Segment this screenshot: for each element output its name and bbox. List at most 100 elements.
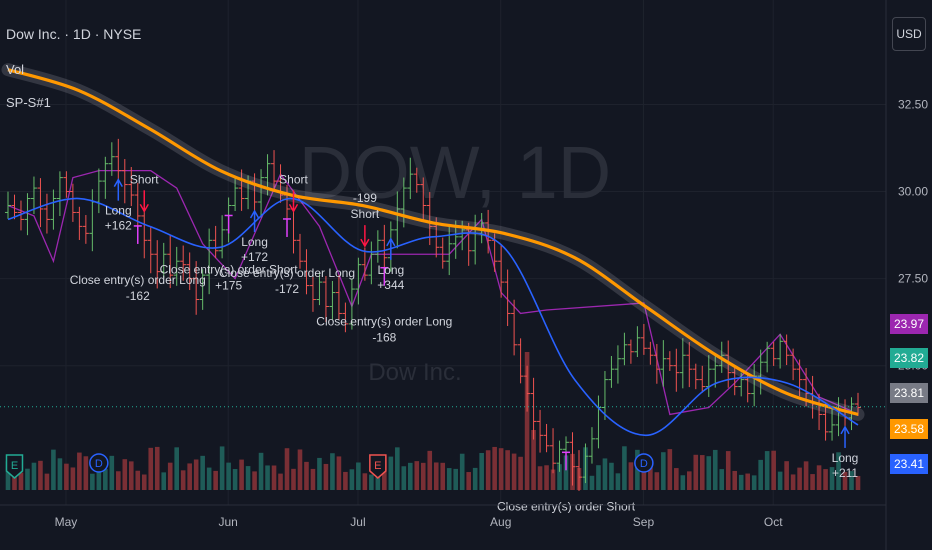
volume-bar <box>810 474 815 490</box>
time-axis[interactable]: May Jun Jul Aug Sep Oct <box>0 504 886 529</box>
signal-close: Close entry(s) order Short +175 <box>160 214 298 292</box>
ohlc-bar <box>653 343 660 384</box>
signal-value: +172 <box>241 250 268 264</box>
ohlc-bar <box>705 355 712 397</box>
ohlc-bar <box>342 302 349 333</box>
volume-bar <box>44 473 50 490</box>
ohlc-bar <box>329 280 336 320</box>
volume-bar <box>446 468 452 490</box>
ohlc-bar <box>537 409 544 453</box>
ohlc-bar <box>796 359 803 397</box>
volume-bar <box>453 468 459 490</box>
price-tick-label: 32.50 <box>898 97 928 111</box>
ohlc-bar <box>193 261 200 315</box>
symbol-title[interactable]: Dow Inc. · 1D · NYSE <box>6 26 142 42</box>
volume-indicator-label[interactable]: Vol <box>6 62 25 77</box>
volume-bar <box>557 464 562 490</box>
volume-bar <box>693 454 699 490</box>
ohlc-bar <box>679 338 686 389</box>
price-tick-label: 30.00 <box>898 185 928 199</box>
ohlc-bar <box>63 171 70 198</box>
volume-bar <box>466 472 471 490</box>
signal-value: +162 <box>105 219 132 233</box>
volume-bar <box>751 475 757 490</box>
ohlc-bar <box>712 356 719 388</box>
ohlc-bar <box>543 423 550 453</box>
ohlc-bar <box>154 240 161 289</box>
ohlc-bar <box>666 351 673 371</box>
signal-label: Long <box>832 451 859 465</box>
volume-bar <box>25 468 30 490</box>
volume-bar <box>725 451 731 490</box>
volume-bar <box>511 453 517 490</box>
ohlc-bar <box>160 242 167 278</box>
volume-bar <box>479 453 484 490</box>
volume-bar <box>291 468 296 490</box>
ohlc-bar <box>446 225 453 276</box>
ohlc-bar <box>361 247 368 281</box>
ohlc-bar <box>251 173 258 217</box>
volume-bar <box>823 469 828 490</box>
volume-bar <box>219 446 225 490</box>
signal-value: +344 <box>377 278 404 292</box>
volume-bar <box>654 472 660 490</box>
ohlc-bar <box>30 176 37 215</box>
volume-bar <box>193 459 199 490</box>
ohlc-bar <box>381 224 388 270</box>
ohlc-bar <box>50 189 57 230</box>
ohlc-bar <box>588 427 595 464</box>
ohlc-bar <box>134 182 141 231</box>
signal-short: Short <box>130 172 159 213</box>
ohlc-bar <box>368 241 375 285</box>
signal-close: Close entry(s) order Short <box>497 451 636 513</box>
ohlc-bar <box>517 338 524 384</box>
volume-bar <box>855 475 861 490</box>
ohlc-bar <box>102 156 109 199</box>
volume-bar <box>803 461 809 490</box>
volume-bar <box>784 461 789 490</box>
ohlc-bar <box>738 372 745 397</box>
signal-close: Close entry(s) order Long -162 <box>70 225 206 303</box>
ohlc-bar <box>147 227 154 274</box>
earnings-marker: E <box>5 454 24 479</box>
volume-bar <box>738 474 744 490</box>
volume-bar <box>622 446 627 490</box>
volume-bar <box>336 456 342 490</box>
volume-bar <box>686 471 692 490</box>
time-tick-label: Jun <box>219 515 238 529</box>
volume-bar <box>764 451 770 490</box>
volume-bar <box>492 446 497 490</box>
volume-bar <box>433 462 439 490</box>
ohlc-bar <box>128 167 135 207</box>
strategy-indicator-label[interactable]: SP-S#1 <box>6 95 51 110</box>
volume-bar <box>141 474 147 490</box>
volume-bar <box>596 465 601 490</box>
ohlc-bar <box>530 377 537 440</box>
volume-bar <box>369 474 374 490</box>
ohlc-bar <box>731 367 738 396</box>
signal-close: Close entry(s) order Long -168 <box>316 266 452 345</box>
ohlc-bar <box>757 349 764 395</box>
volume-bar <box>485 450 491 490</box>
volume-bar <box>628 462 634 490</box>
ohlc-bar <box>744 373 751 403</box>
ohlc-bar <box>673 348 680 392</box>
volume-bar <box>103 468 108 490</box>
volume-bar <box>18 472 24 490</box>
event-label: D <box>95 458 103 470</box>
ohlc-bar <box>413 167 420 193</box>
ohlc-bar <box>394 191 401 249</box>
ohlc-bar <box>627 339 634 364</box>
volume-bar <box>544 465 549 490</box>
ohlc-bar <box>5 191 11 219</box>
volume-bar <box>427 450 433 490</box>
currency-button[interactable]: USD <box>892 17 926 51</box>
volume-bar <box>362 473 368 490</box>
ohlc-bar <box>790 348 797 381</box>
volume-bar <box>174 447 180 490</box>
ohlc-bar <box>407 157 414 200</box>
volume-bar <box>829 467 835 490</box>
volume-bar <box>128 461 134 490</box>
